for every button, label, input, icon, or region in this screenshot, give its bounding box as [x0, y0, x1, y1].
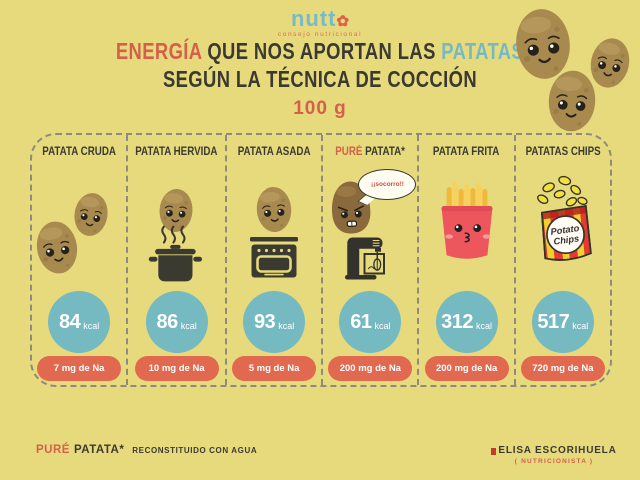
potato-icon	[252, 184, 295, 236]
kcal-unit: kcal	[83, 320, 100, 331]
nutt-logo-text: nutt	[290, 6, 337, 31]
stand-mixer-icon	[345, 237, 386, 280]
kcal-unit: kcal	[180, 320, 197, 331]
kcal-badge: 86 kcal	[145, 291, 208, 353]
title-line-2: SEGÚN LA TÉCNICA DE COCCIÓN	[162, 66, 478, 92]
kcal-value: 93	[253, 310, 276, 333]
sodium-badge: 720 mg de Na	[520, 356, 605, 381]
kcal-unit: kcal	[278, 320, 295, 331]
oven-icon	[249, 237, 298, 278]
kcal-value: 517	[537, 310, 570, 333]
column-title: PATATAS CHIPS	[525, 146, 601, 158]
sodium-badge: 7 mg de Na	[37, 356, 122, 381]
title-accent-energia: ENERGÍA	[115, 38, 202, 64]
column-patata-hervida: PATATA HERVIDA 86 kcal 10 mg de Na	[128, 135, 227, 385]
column-title: PURÉ PATATA*	[330, 146, 410, 158]
kcal-unit: kcal	[476, 320, 493, 331]
column-title: PATATA HERVIDA	[135, 146, 218, 158]
author-name: ELISA ESCORIHUELA	[498, 445, 617, 456]
footnote: PURÉ PATATA* RECONSTITUIDO CON AGUA	[36, 444, 257, 456]
title-accent-patatas: PATATAS	[441, 38, 525, 64]
author-role: ( NUTRICIONISTA )	[514, 458, 594, 465]
kcal-unit: kcal	[572, 320, 589, 331]
chips-bag-label-line2: Chips	[553, 233, 580, 246]
kcal-badge: 517 kcal	[531, 291, 594, 353]
kcal-badge: 84 kcal	[48, 291, 111, 353]
kcal-badge: 61 kcal	[339, 291, 402, 353]
credit-mark-icon	[491, 447, 497, 455]
chips-bag-label-line1: Potato	[550, 223, 580, 237]
column-title: PATATA CRUDA	[42, 146, 116, 158]
cooking-methods-board: PATATA CRUDA 84 kcal 7 mg de Na PATATA H…	[30, 133, 612, 387]
kcal-badge: 93 kcal	[243, 291, 306, 353]
french-fries-icon	[441, 182, 493, 259]
column-patata-frita: PATATA FRITA	[419, 135, 516, 385]
column-title: PATATA ASADA	[237, 146, 311, 158]
deco-potato-icon	[543, 66, 601, 136]
column-patata-asada: PATATA ASADA 93 kcal 5 m	[227, 135, 324, 385]
column-patatas-chips: PATATAS CHIPS	[516, 135, 610, 385]
speech-bubble: ¡¡socorro!!	[358, 169, 417, 200]
boiling-pot-icon	[149, 225, 203, 282]
footnote-bold: PATATA*	[73, 444, 125, 456]
sodium-badge: 200 mg de Na	[328, 356, 413, 381]
footnote-accent: PURÉ	[36, 444, 70, 456]
logo-tagline: consejo nutricional	[277, 31, 363, 38]
raw-potato-icon	[30, 216, 84, 279]
kcal-value: 61	[350, 310, 372, 333]
author-name-row: ELISA ESCORIHUELA	[484, 446, 624, 456]
kcal-value: 86	[156, 310, 178, 333]
sodium-badge: 200 mg de Na	[424, 356, 509, 381]
portion-label: 100 g	[293, 98, 347, 119]
column-patata-cruda: PATATA CRUDA 84 kcal 7 mg de Na	[30, 135, 129, 385]
brand-logo: nutt✿ consejo nutricional	[0, 8, 640, 39]
title-line-1: ENERGÍA QUE NOS APORTAN LAS PATATAS	[64, 38, 576, 65]
sodium-badge: 5 mg de Na	[232, 356, 317, 381]
footnote-detail: RECONSTITUIDO CON AGUA	[132, 446, 258, 455]
column-title: PATATA FRITA	[433, 146, 500, 158]
chips-bag-icon: Potato Chips	[536, 175, 592, 261]
kcal-unit: kcal	[374, 320, 391, 331]
flower-icon: ✿	[336, 13, 350, 30]
kcal-badge: 312 kcal	[435, 291, 498, 353]
column-title-accent: PURÉ	[335, 146, 363, 158]
author-credit: ELISA ESCORIHUELA ( NUTRICIONISTA )	[484, 446, 624, 466]
kcal-value: 84	[58, 310, 81, 333]
speech-text: ¡¡socorro!!	[371, 181, 404, 188]
column-title-rest: PATATA*	[365, 146, 406, 158]
sodium-badge: 10 mg de Na	[134, 356, 219, 381]
title-middle: QUE NOS APORTAN LAS	[201, 38, 442, 64]
kcal-value: 312	[441, 310, 474, 333]
column-pure-patata: PURÉ PATATA* ¡¡socorro!!	[323, 135, 420, 385]
